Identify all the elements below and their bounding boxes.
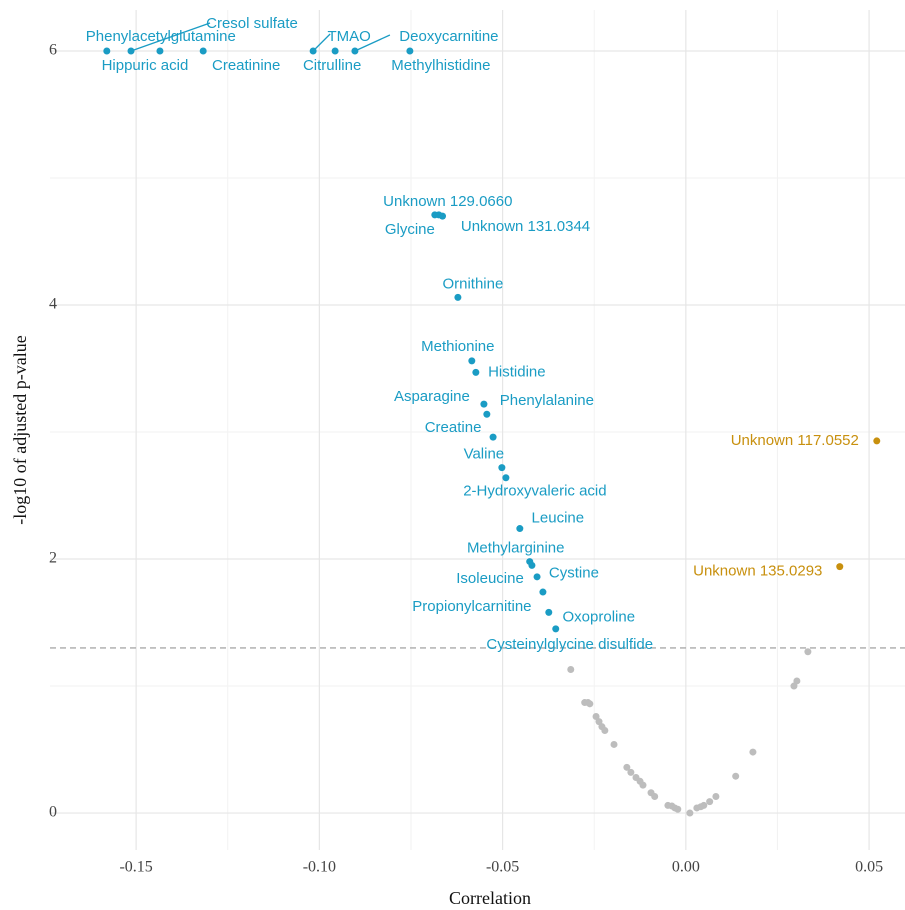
- point: [651, 793, 659, 801]
- point-label: Unknown 131.0344: [461, 218, 590, 235]
- point: [468, 357, 476, 365]
- point: [749, 748, 757, 756]
- point: [567, 666, 575, 674]
- point: [790, 682, 798, 690]
- point: [592, 713, 600, 721]
- point-label: Citrulline: [303, 57, 361, 74]
- point: [533, 573, 541, 581]
- point: [498, 464, 506, 472]
- point-label: Propionylcarnitine: [412, 598, 531, 615]
- x-tick-label: -0.10: [303, 859, 336, 876]
- point: [528, 561, 536, 569]
- point-label: Asparagine: [394, 388, 470, 405]
- point: [127, 47, 135, 55]
- point: [406, 47, 414, 55]
- point: [586, 700, 594, 708]
- point: [439, 212, 447, 220]
- point-label: Isoleucine: [456, 570, 524, 587]
- point: [199, 47, 207, 55]
- point: [732, 772, 740, 780]
- y-tick-label: 0: [49, 804, 57, 821]
- point: [601, 726, 609, 734]
- point: [700, 801, 708, 809]
- point: [480, 400, 488, 408]
- point: [836, 563, 844, 571]
- point: [674, 805, 682, 813]
- point: [686, 809, 694, 817]
- point: [804, 648, 812, 656]
- x-tick-label: 0.00: [672, 859, 700, 876]
- point: [610, 740, 618, 748]
- point: [489, 433, 497, 441]
- x-axis-title: Correlation: [449, 888, 531, 908]
- y-tick-label: 6: [49, 42, 57, 59]
- point-label: Deoxycarnitine: [399, 28, 498, 45]
- point-label: Methionine: [421, 338, 494, 355]
- point: [539, 588, 547, 596]
- point: [483, 410, 491, 418]
- point: [351, 47, 359, 55]
- point: [156, 47, 164, 55]
- point-label: Creatinine: [212, 57, 280, 74]
- point: [516, 525, 524, 533]
- leader-line: [130, 22, 211, 52]
- x-tick-label: 0.05: [855, 859, 883, 876]
- point: [627, 768, 635, 776]
- point-label: Valine: [464, 446, 505, 463]
- point-label: Cresol sulfate: [206, 15, 298, 32]
- point-label: Glycine: [385, 221, 435, 238]
- point: [545, 608, 553, 616]
- leader-line: [312, 33, 331, 52]
- point: [454, 293, 462, 301]
- point: [552, 625, 560, 633]
- point: [712, 793, 720, 801]
- point: [502, 474, 510, 482]
- point-label: Ornithine: [442, 275, 503, 292]
- point-label: 2-Hydroxyvaleric acid: [463, 483, 606, 500]
- point-label: Oxoproline: [563, 608, 636, 625]
- point-label: Phenylalanine: [500, 392, 594, 409]
- point: [103, 47, 111, 55]
- point-label: Methylarginine: [467, 540, 565, 557]
- point: [623, 763, 631, 771]
- x-tick-label: -0.15: [119, 859, 152, 876]
- point-label: Leucine: [532, 510, 585, 527]
- y-tick-label: 4: [49, 296, 57, 313]
- point-label: Unknown 135.0293: [693, 563, 822, 580]
- point: [331, 47, 339, 55]
- point: [793, 677, 801, 685]
- point-label: Phenylacetylglutamine: [86, 28, 236, 45]
- point: [639, 781, 647, 789]
- point-label: Unknown 117.0552: [731, 432, 859, 449]
- point: [706, 798, 714, 806]
- point-label: Creatine: [425, 419, 482, 436]
- grid: [50, 10, 905, 850]
- point: [472, 368, 480, 376]
- point-label: Unknown 129.0660: [383, 193, 512, 210]
- point-label: Methylhistidine: [391, 57, 490, 74]
- point-label: TMAO: [327, 28, 370, 45]
- point-label: Hippuric acid: [102, 57, 189, 74]
- point-label: Cysteinylglycine disulfide: [486, 636, 653, 653]
- point: [873, 437, 881, 445]
- leader-line: [354, 34, 391, 52]
- point-label: Histidine: [488, 363, 546, 380]
- y-axis-title: -log10 of adjusted p-value: [10, 335, 30, 524]
- x-tick-label: -0.05: [486, 859, 519, 876]
- point: [309, 47, 317, 55]
- point-label: Cystine: [549, 564, 599, 581]
- y-tick-label: 2: [49, 550, 57, 567]
- point: [595, 718, 603, 726]
